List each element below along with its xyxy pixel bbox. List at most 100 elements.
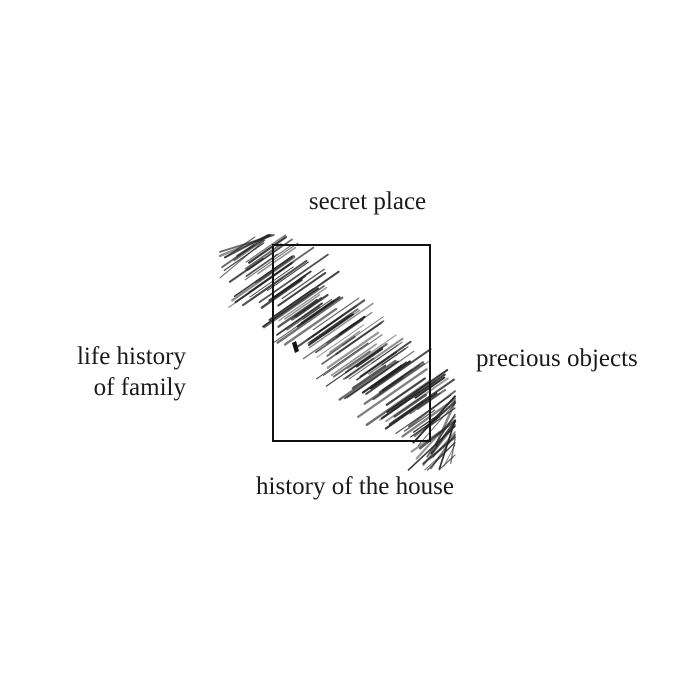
hatch-stroke: [393, 393, 427, 418]
hatch-stroke: [330, 343, 378, 377]
hatch-stroke: [338, 315, 366, 336]
hatch-stroke: [234, 262, 293, 304]
hatch-stroke: [325, 346, 383, 387]
hatch-stroke: [438, 454, 456, 471]
hatch-stroke: [357, 368, 428, 418]
hatch-stroke: [412, 414, 439, 433]
hatch-stroke: [273, 288, 314, 317]
hatch-stroke: [224, 234, 270, 259]
hatch-stroke: [418, 419, 457, 450]
hatch-stroke: [296, 296, 341, 328]
hatch-stroke: [306, 305, 357, 341]
hatch-stroke: [291, 294, 329, 321]
hatch-stroke: [385, 377, 426, 406]
hatch-stroke: [380, 373, 446, 420]
label-life-history-of-family: life history of family: [20, 341, 186, 403]
hatch-stroke: [249, 266, 294, 298]
hatch-stroke: [257, 246, 297, 275]
hatch-stroke: [412, 395, 456, 444]
hatch-stroke: [241, 259, 308, 307]
hatch-stroke: [378, 364, 421, 395]
hatch-stroke: [260, 278, 303, 309]
hatch-stroke: [430, 420, 457, 455]
hatch-stroke: [326, 331, 380, 369]
hatch-stroke: [248, 236, 287, 264]
hatch-stroke: [407, 390, 456, 428]
hatch-stroke: [219, 239, 266, 279]
ink-mark: [292, 341, 299, 353]
hatch-stroke: [281, 268, 325, 300]
hatch-stroke: [450, 438, 456, 465]
hatch-stroke: [233, 239, 264, 262]
hatch-stroke: [351, 364, 387, 390]
hatch-stroke: [361, 364, 403, 394]
hatch-stroke: [344, 360, 399, 400]
square-outline: [272, 244, 431, 442]
hatching-strokes: [218, 233, 457, 471]
hatch-stroke: [268, 270, 340, 321]
hatch-stroke: [322, 334, 383, 377]
hatch-stroke: [372, 362, 426, 400]
hatch-stroke: [223, 242, 265, 271]
label-history-of-the-house: history of the house: [256, 473, 454, 500]
hatch-stroke: [276, 302, 323, 336]
hatch-stroke: [254, 254, 295, 284]
hatch-stroke: [244, 243, 282, 270]
hatch-stroke: [263, 285, 325, 329]
hatch-stroke: [316, 342, 369, 380]
hatch-stroke: [386, 369, 449, 413]
hatch-stroke: [426, 441, 456, 471]
hatch-stroke: [370, 360, 412, 390]
hatch-stroke: [273, 275, 306, 299]
hatch-stroke: [250, 277, 284, 301]
hatch-stroke: [276, 296, 344, 344]
hatch-stroke: [316, 324, 365, 358]
hatch-stroke: [342, 316, 384, 346]
hatch-stroke: [308, 302, 374, 349]
hatch-stroke: [378, 368, 413, 393]
hatch-stroke: [312, 297, 360, 331]
label-left-line-2: of family: [93, 374, 186, 401]
hatch-stroke: [371, 344, 399, 364]
hatch-stroke: [385, 377, 449, 423]
hatch-stroke: [302, 298, 333, 320]
hatch-stroke: [373, 360, 430, 401]
hatch-stroke: [443, 444, 456, 467]
hatch-stroke: [335, 321, 383, 356]
hatch-stroke: [277, 298, 319, 328]
hatch-stroke: [278, 286, 328, 322]
hatch-stroke: [307, 313, 354, 346]
hatch-stroke: [343, 357, 375, 380]
hatch-stroke: [314, 318, 364, 354]
hatch-stroke: [430, 399, 456, 425]
hatch-stroke: [409, 392, 441, 415]
hatch-stroke: [434, 400, 457, 447]
hatch-stroke: [345, 337, 404, 379]
hatch-stroke: [432, 431, 456, 458]
label-precious-objects: precious objects: [476, 345, 638, 372]
hatch-stroke: [368, 347, 406, 375]
hatch-stroke: [283, 307, 338, 346]
hatch-stroke: [258, 257, 293, 282]
hatch-stroke: [347, 334, 397, 370]
hatch-stroke: [417, 403, 456, 446]
hatch-stroke: [356, 351, 398, 381]
hatch-stroke: [245, 234, 287, 263]
hatch-stroke: [308, 308, 359, 344]
hatch-stroke: [277, 271, 327, 307]
label-left-line-1: life history: [76, 343, 186, 370]
hatch-stroke: [266, 261, 309, 292]
hatch-stroke: [338, 359, 397, 401]
hatch-stroke: [284, 294, 321, 320]
hatch-stroke: [231, 255, 296, 302]
hatch-stroke: [258, 253, 329, 304]
hatch-stroke: [244, 242, 299, 281]
hatch-stroke: [384, 392, 438, 430]
hatch-stroke: [438, 419, 456, 470]
hatched-house-square: [218, 233, 457, 471]
hatch-stroke: [332, 350, 371, 378]
hatch-stroke: [365, 348, 432, 395]
hatch-stroke: [388, 378, 455, 426]
hatch-stroke: [355, 347, 384, 368]
